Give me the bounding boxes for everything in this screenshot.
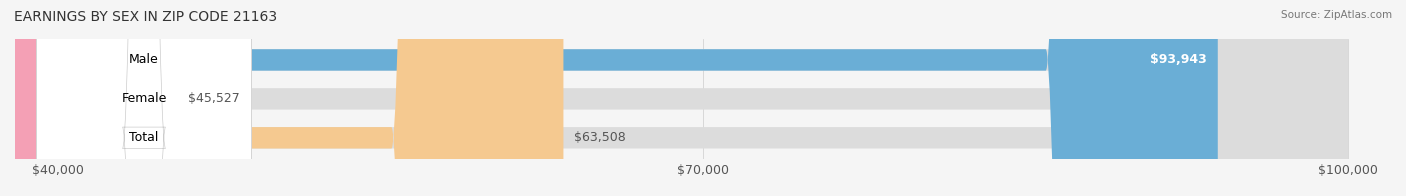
FancyBboxPatch shape xyxy=(37,0,252,196)
FancyBboxPatch shape xyxy=(58,0,1218,196)
FancyBboxPatch shape xyxy=(58,0,564,196)
Text: $45,527: $45,527 xyxy=(187,92,239,105)
FancyBboxPatch shape xyxy=(37,0,252,196)
Text: Female: Female xyxy=(121,92,167,105)
Text: Source: ZipAtlas.com: Source: ZipAtlas.com xyxy=(1281,10,1392,20)
FancyBboxPatch shape xyxy=(58,0,1348,196)
FancyBboxPatch shape xyxy=(58,0,1348,196)
Text: $93,943: $93,943 xyxy=(1150,54,1206,66)
FancyBboxPatch shape xyxy=(58,0,1348,196)
FancyBboxPatch shape xyxy=(37,0,252,196)
Text: Total: Total xyxy=(129,131,159,144)
Text: $63,508: $63,508 xyxy=(574,131,626,144)
Text: Male: Male xyxy=(129,54,159,66)
Text: EARNINGS BY SEX IN ZIP CODE 21163: EARNINGS BY SEX IN ZIP CODE 21163 xyxy=(14,10,277,24)
FancyBboxPatch shape xyxy=(4,0,231,196)
